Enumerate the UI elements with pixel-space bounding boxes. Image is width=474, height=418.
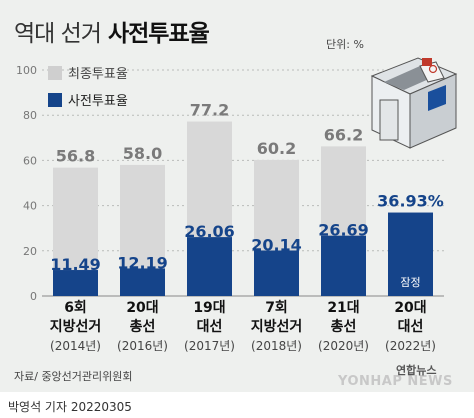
box-emblem bbox=[428, 85, 446, 111]
x-tick-label: 19대 bbox=[193, 300, 225, 316]
bar-early bbox=[388, 212, 433, 296]
x-tick-label: (2014년) bbox=[50, 339, 101, 353]
watermark-text: YONHAP NEWS bbox=[338, 374, 453, 389]
bar-annotation: 잠정 bbox=[400, 276, 420, 289]
x-tick-label: (2016년) bbox=[117, 339, 168, 353]
y-tick-label: 60 bbox=[23, 154, 37, 167]
total-value-label: 60.2 bbox=[257, 139, 296, 158]
x-tick-label: 총선 bbox=[331, 319, 357, 335]
x-tick-label: 대선 bbox=[197, 319, 223, 335]
total-value-label: 58.0 bbox=[123, 144, 162, 163]
x-tick-label: 총선 bbox=[130, 319, 156, 335]
total-value-label: 56.8 bbox=[56, 147, 95, 166]
y-tick-label: 20 bbox=[23, 245, 37, 258]
legend-label-total: 최종투표율 bbox=[68, 67, 128, 82]
x-tick-label: 6회 bbox=[64, 300, 87, 316]
x-tick-label: (2018년) bbox=[251, 339, 302, 353]
x-tick-label: (2020년) bbox=[318, 339, 369, 353]
unit-label: 단위: % bbox=[326, 38, 364, 51]
early-value-label: 26.69 bbox=[318, 221, 369, 240]
bar-early bbox=[254, 250, 299, 296]
bar-early bbox=[187, 237, 232, 296]
bar-early bbox=[321, 235, 366, 296]
ballot-stamp bbox=[422, 58, 432, 66]
bar-early bbox=[53, 270, 98, 296]
x-tick-label: 20대 bbox=[394, 300, 426, 316]
y-tick-label: 0 bbox=[30, 290, 37, 303]
yonhap-logo: 연합뉴스 bbox=[396, 364, 437, 377]
source-note: 자료/ 중앙선거관리위원회 bbox=[14, 370, 133, 383]
y-tick-label: 100 bbox=[16, 64, 37, 77]
early-value-label: 20.14 bbox=[251, 235, 302, 254]
early-value-label: 26.06 bbox=[184, 222, 235, 241]
legend-swatch-early bbox=[48, 93, 62, 107]
x-tick-label: 지방선거 bbox=[50, 318, 102, 335]
early-value-label: 36.93% bbox=[377, 192, 444, 211]
bar-early bbox=[120, 268, 165, 296]
credit-line: 박영석 기자 20220305 bbox=[8, 400, 132, 414]
ballot-mark bbox=[428, 64, 438, 74]
x-tick-label: 지방선거 bbox=[251, 318, 303, 335]
x-tick-label: (2022년) bbox=[385, 339, 436, 353]
early-value-label: 12.19 bbox=[117, 253, 168, 272]
ballot-box-icon bbox=[370, 57, 458, 149]
x-tick-label: 대선 bbox=[398, 319, 424, 335]
total-value-label: 66.2 bbox=[324, 125, 363, 144]
early-value-label: 11.49 bbox=[50, 255, 101, 274]
legend-label-early: 사전투표율 bbox=[68, 94, 128, 109]
title-light: 역대 선거 bbox=[14, 21, 102, 47]
x-tick-label: (2017년) bbox=[184, 339, 235, 353]
page-title: 역대 선거 사전투표율 bbox=[14, 14, 210, 48]
box-door bbox=[379, 99, 399, 141]
title-bold: 사전투표율 bbox=[107, 21, 210, 47]
x-tick-label: 21대 bbox=[327, 300, 359, 316]
y-tick-label: 80 bbox=[23, 109, 37, 122]
y-tick-label: 40 bbox=[23, 200, 37, 213]
legend-swatch-total bbox=[48, 66, 62, 80]
total-value-label: 77.2 bbox=[190, 101, 229, 120]
x-tick-label: 20대 bbox=[126, 300, 158, 316]
x-tick-label: 7회 bbox=[265, 300, 288, 316]
